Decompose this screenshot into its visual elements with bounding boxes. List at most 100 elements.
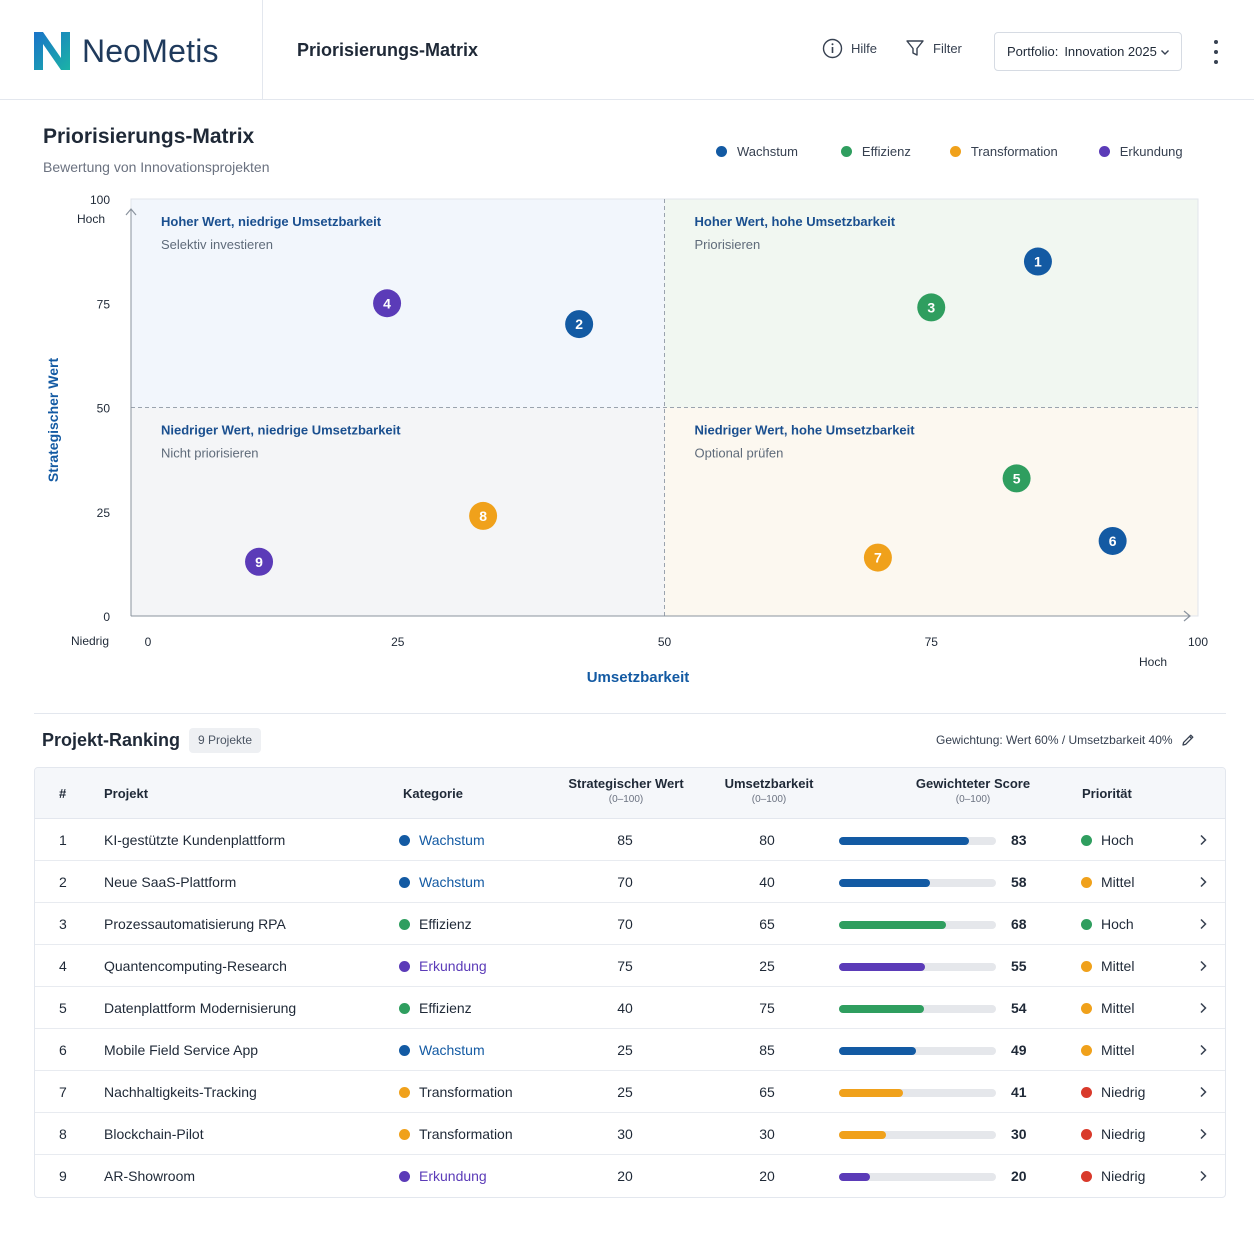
legend-item-wachstum[interactable]: Wachstum — [716, 144, 798, 159]
score-bar-fill — [839, 1047, 916, 1055]
table-row[interactable]: 5 Datenplattform Modernisierung Effizienz 4… — [35, 987, 1225, 1029]
quadrant-subtitle: Selektiv investieren — [161, 237, 273, 252]
chevron-right-icon[interactable] — [1197, 1086, 1209, 1098]
legend-item-erkundung[interactable]: Erkundung — [1098, 144, 1183, 159]
logo[interactable]: NeoMetis — [32, 30, 219, 72]
row-category: Wachstum — [399, 861, 485, 903]
table-row[interactable]: 1 KI-gestützte Kundenplattform Wachstum 85 8… — [35, 819, 1225, 861]
data-point-6[interactable] — [1098, 526, 1127, 555]
row-category-label: Erkundung — [419, 1168, 487, 1184]
y-tick-label: 25 — [97, 506, 111, 520]
y-axis-arrow — [125, 208, 137, 216]
table-row[interactable]: 4 Quantencomputing-Research Erkundung 75 25 5… — [35, 945, 1225, 987]
priority-dot — [1081, 1087, 1092, 1098]
row-feasibility: 25 — [759, 958, 775, 974]
matrix-subtitle: Bewertung von Innovationsprojekten — [43, 159, 270, 175]
portfolio-value: Innovation 2025 — [1064, 44, 1157, 59]
row-project-name: AR-Showroom — [104, 1168, 196, 1184]
legend-dot — [840, 146, 852, 157]
score-bar — [839, 1089, 996, 1097]
quadrant-bottom-right — [664, 407, 1198, 616]
row-rank: 3 — [59, 916, 67, 932]
row-category: Effizienz — [399, 987, 472, 1029]
more-menu-icon[interactable] — [1208, 40, 1224, 64]
score-bar — [839, 963, 996, 971]
chevron-right-icon[interactable] — [1197, 960, 1209, 972]
score-bar — [839, 1173, 996, 1181]
col-project[interactable]: Projekt — [104, 786, 149, 801]
data-point-3[interactable] — [917, 293, 946, 322]
weighting-label: Gewichtung: Wert 60% / Umsetzbarkeit 40% — [936, 733, 1173, 747]
row-priority-label: Mittel — [1101, 1042, 1135, 1058]
x-axis-high-label: Hoch — [1139, 655, 1167, 669]
data-point-5[interactable] — [1002, 464, 1031, 493]
chevron-right-icon[interactable] — [1197, 1002, 1209, 1014]
col-feasibility[interactable]: Umsetzbarkeit (0–100) — [715, 776, 823, 805]
legend-item-effizienz[interactable]: Effizienz — [840, 144, 911, 159]
row-rank: 7 — [59, 1084, 67, 1100]
score-bar — [839, 1005, 996, 1013]
portfolio-select[interactable]: Portfolio: Innovation 2025 — [994, 32, 1182, 71]
row-category: Wachstum — [399, 819, 485, 861]
chart-legend: Wachstum Effizienz Transformation Erkundung — [716, 144, 1183, 159]
header-divider — [262, 0, 263, 100]
row-strategic-value: 25 — [617, 1084, 633, 1100]
filter-button[interactable]: Filter — [905, 38, 962, 58]
chevron-right-icon[interactable] — [1197, 1128, 1209, 1140]
row-priority-label: Mittel — [1101, 1000, 1135, 1016]
data-point-8[interactable] — [469, 501, 498, 530]
priority-dot — [1081, 1129, 1092, 1140]
data-point-label: 4 — [383, 295, 391, 311]
row-feasibility: 85 — [759, 1042, 775, 1058]
legend-item-transformation[interactable]: Transformation — [949, 144, 1058, 159]
quadrant-bottom-left — [131, 407, 665, 616]
row-strategic-value: 40 — [617, 1000, 633, 1016]
row-priority: Mittel — [1081, 861, 1134, 903]
table-row[interactable]: 8 Blockchain-Pilot Transformation 30 30 30 Nie… — [35, 1113, 1225, 1155]
category-dot — [399, 1003, 410, 1014]
data-point-1[interactable] — [1023, 247, 1052, 276]
score-bar — [839, 837, 996, 845]
row-feasibility: 40 — [759, 874, 775, 890]
priority-matrix-chart: Hoher Wert, niedrige Umsetzbarkeit Selekt… — [45, 195, 1208, 686]
table-row[interactable]: 2 Neue SaaS-Plattform Wachstum 70 40 58 Mittel — [35, 861, 1225, 903]
table-row[interactable]: 9 AR-Showroom Erkundung 20 20 20 Niedrig — [35, 1155, 1225, 1197]
weighting-control[interactable]: Gewichtung: Wert 60% / Umsetzbarkeit 40% — [936, 733, 1195, 747]
row-project-name: Quantencomputing-Research — [104, 958, 287, 974]
row-priority: Hoch — [1081, 903, 1134, 945]
table-row[interactable]: 3 Prozessautomatisierung RPA Effizienz 70 65… — [35, 903, 1225, 945]
row-category-label: Effizienz — [419, 1000, 472, 1016]
chevron-right-icon[interactable] — [1197, 918, 1209, 930]
data-point-4[interactable] — [373, 289, 402, 318]
chevron-right-icon[interactable] — [1197, 876, 1209, 888]
category-dot — [399, 961, 410, 972]
row-score: 41 — [1011, 1084, 1027, 1100]
chevron-right-icon[interactable] — [1197, 834, 1209, 846]
data-point-label: 9 — [255, 554, 263, 570]
row-feasibility: 80 — [759, 832, 775, 848]
neometis-logo-icon — [34, 32, 70, 70]
y-tick-label: 100 — [90, 195, 110, 207]
row-score: 49 — [1011, 1042, 1027, 1058]
data-point-9[interactable] — [245, 547, 274, 576]
score-bar — [839, 879, 996, 887]
x-tick-label: 75 — [925, 635, 939, 649]
col-priority[interactable]: Priorität — [1082, 786, 1132, 801]
help-button[interactable]: Hilfe — [822, 38, 877, 59]
col-category[interactable]: Kategorie — [403, 786, 463, 801]
category-dot — [399, 1045, 410, 1056]
quadrant-title: Hoher Wert, hohe Umsetzbarkeit — [695, 214, 896, 229]
row-category-label: Wachstum — [419, 1042, 485, 1058]
col-strategic-value[interactable]: Strategischer Wert (0–100) — [565, 776, 687, 805]
col-rank[interactable]: # — [59, 786, 67, 801]
row-category: Transformation — [399, 1071, 513, 1113]
table-row[interactable]: 7 Nachhaltigkeits-Tracking Transformation 2… — [35, 1071, 1225, 1113]
table-row[interactable]: 6 Mobile Field Service App Wachstum 25 85 49 M… — [35, 1029, 1225, 1071]
data-point-7[interactable] — [863, 543, 892, 572]
chevron-right-icon[interactable] — [1197, 1170, 1209, 1182]
chevron-right-icon[interactable] — [1197, 1044, 1209, 1056]
edit-pencil-icon[interactable] — [1181, 733, 1195, 747]
matrix-title: Priorisierungs-Matrix — [43, 125, 255, 148]
data-point-2[interactable] — [565, 310, 594, 339]
col-weighted-score[interactable]: Gewichteter Score (0–100) — [901, 776, 1045, 805]
